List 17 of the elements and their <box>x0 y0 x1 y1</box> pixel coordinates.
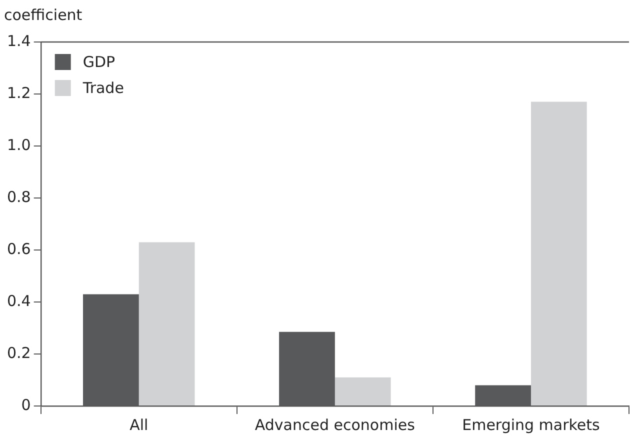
y-tick-label: 0.6 <box>6 240 31 258</box>
y-tick-label: 1.0 <box>6 136 31 154</box>
legend-label: Trade <box>82 78 124 97</box>
y-tick-label: 1.2 <box>6 84 31 102</box>
legend-label: GDP <box>82 52 116 71</box>
bar <box>334 377 391 406</box>
bar <box>530 102 587 406</box>
x-tick-label: Emerging markets <box>462 416 600 434</box>
x-tick-label: All <box>130 416 148 434</box>
y-tick-label: 0 <box>21 396 31 414</box>
y-tick-label: 0.4 <box>6 292 31 310</box>
bar <box>138 242 195 406</box>
y-tick-label: 0.2 <box>6 344 31 362</box>
y-axis-title: coefficient <box>4 6 82 24</box>
y-tick-label: 1.4 <box>6 32 31 50</box>
x-tick-label: Advanced economies <box>254 416 416 434</box>
y-tick-label: 0.8 <box>6 188 31 206</box>
